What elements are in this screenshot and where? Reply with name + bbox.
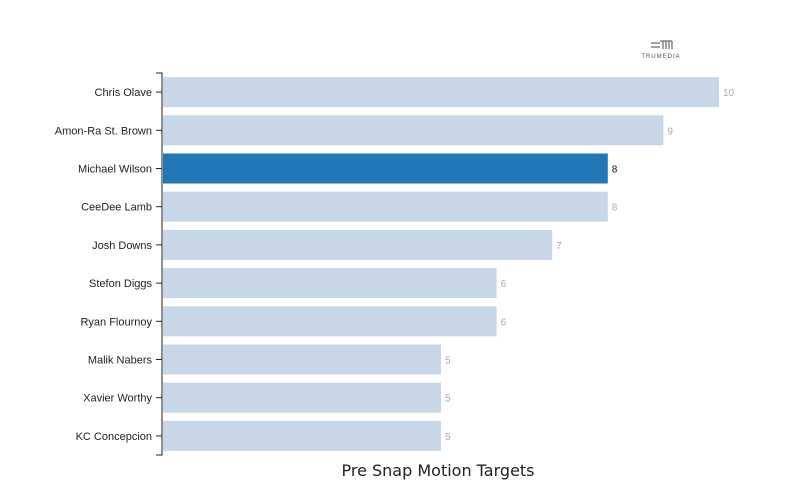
value-label-kc-concepcion: 5 (445, 432, 451, 443)
value-label-stefon-diggs: 6 (501, 279, 507, 290)
y-tick-label-kc-concepcion: KC Concepcion (76, 431, 152, 443)
value-label-xavier-worthy: 5 (445, 394, 451, 405)
y-tick-label-ryan-flournoy: Ryan Flournoy (80, 316, 152, 328)
y-tick-label-ceedee-lamb: CeeDee Lamb (81, 202, 152, 214)
y-tick-label-michael-wilson: Michael Wilson (78, 164, 152, 176)
y-axis: Chris Olave Amon-Ra St. Brown Michael Wils… (55, 72, 163, 456)
bar-josh-downs (163, 229, 553, 260)
value-label-ryan-flournoy: 6 (501, 317, 507, 328)
bar-ceedee-lamb (163, 191, 608, 222)
value-label-ceedee-lamb: 8 (612, 203, 618, 214)
y-tick-label-amon-ra-st-brown: Amon-Ra St. Brown (55, 125, 152, 137)
y-tick-label-xavier-worthy: Xavier Worthy (83, 393, 152, 405)
bar-ryan-flournoy (163, 306, 497, 337)
value-label-malik-nabers: 5 (445, 356, 451, 367)
bar-xavier-worthy (163, 382, 441, 413)
value-label-chris-olave: 10 (723, 88, 735, 99)
value-label-amon-ra-st-brown: 9 (667, 126, 673, 137)
brand-logo: TRUMEDIA (641, 40, 680, 60)
y-tick-label-chris-olave: Chris Olave (95, 87, 152, 99)
y-axis-line (156, 72, 163, 456)
y-tick-label-malik-nabers: Malik Nabers (88, 355, 153, 367)
bar-malik-nabers (163, 344, 441, 375)
value-label-josh-downs: 7 (556, 241, 562, 252)
x-axis-label: Pre Snap Motion Targets (341, 461, 534, 480)
y-tick-label-stefon-diggs: Stefon Diggs (89, 278, 152, 290)
bar-amon-ra-st-brown (163, 115, 664, 146)
y-tick-label-josh-downs: Josh Downs (92, 240, 152, 252)
bar-chris-olave (163, 77, 719, 108)
bar-michael-wilson (163, 153, 608, 184)
brand-name: TRUMEDIA (641, 54, 680, 60)
trumedia-logo-icon (651, 40, 673, 49)
bar-stefon-diggs (163, 268, 497, 299)
bar-kc-concepcion (163, 420, 441, 451)
value-label-michael-wilson: 8 (612, 165, 618, 176)
